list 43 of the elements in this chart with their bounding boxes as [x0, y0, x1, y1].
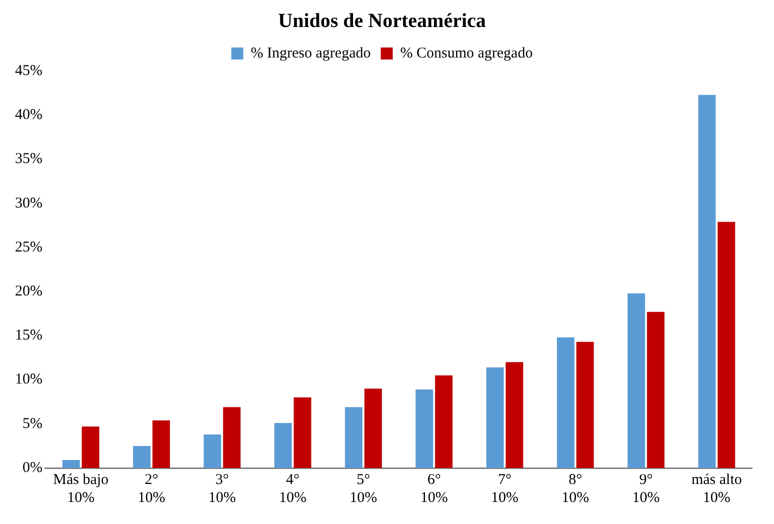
- bar: [718, 222, 736, 468]
- bar: [416, 389, 434, 468]
- x-tick-label: Más bajo 10%: [53, 472, 109, 506]
- y-tick-label: 45%: [14, 62, 42, 79]
- x-tick-label: 7° 10%: [490, 472, 518, 506]
- y-tick-label: 10%: [14, 372, 42, 388]
- bar: [486, 367, 504, 468]
- x-tick-label: 2° 10%: [138, 472, 166, 506]
- y-tick-label: 25%: [14, 239, 42, 256]
- bar: [646, 312, 664, 468]
- bar: [435, 375, 453, 468]
- y-tick-label: 40%: [14, 107, 42, 124]
- bar: [364, 388, 382, 468]
- y-tick-label: 15%: [14, 328, 42, 344]
- bar: [62, 460, 80, 468]
- bar: [82, 426, 100, 468]
- bar: [576, 342, 594, 468]
- x-tick-label: 5° 10%: [350, 472, 378, 506]
- x-tick-label: 9° 10%: [632, 472, 660, 506]
- bar: [294, 397, 312, 468]
- x-tick-label: 4° 10%: [279, 472, 307, 506]
- legend-label: % Ingreso agregado: [250, 45, 371, 62]
- legend-label: % Consumo agregado: [400, 45, 533, 62]
- bar: [223, 407, 241, 468]
- x-tick-label: más alto 10%: [691, 472, 742, 506]
- bar: [628, 293, 646, 468]
- bar: [133, 446, 150, 468]
- y-tick-label: 0%: [22, 460, 42, 476]
- y-tick-label: 30%: [14, 195, 42, 212]
- bar: [204, 434, 222, 468]
- x-tick-label: 8° 10%: [562, 472, 590, 506]
- bar: [274, 423, 292, 468]
- bar: [152, 420, 170, 468]
- x-tick-label: 3° 10%: [208, 472, 236, 506]
- x-tick-label: 6° 10%: [420, 472, 448, 506]
- y-tick-label: 35%: [14, 151, 42, 168]
- bar: [698, 94, 716, 468]
- y-tick-label: 20%: [14, 283, 42, 300]
- y-tick-label: 5%: [22, 416, 42, 432]
- chart-title: Unidos de Norteamérica: [278, 10, 486, 32]
- bar: [506, 362, 524, 468]
- bar: [556, 337, 574, 468]
- bar: [344, 407, 362, 468]
